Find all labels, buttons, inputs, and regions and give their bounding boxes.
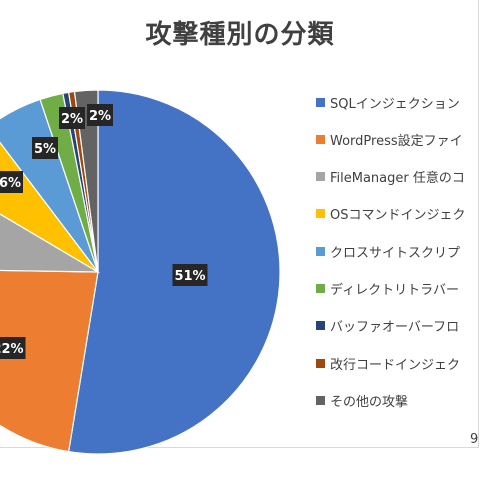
legend-swatch bbox=[316, 283, 325, 293]
svg-text:2%: 2% bbox=[89, 109, 111, 124]
data-label-5: 5% bbox=[32, 137, 58, 159]
legend-label: 改行コードインジェク bbox=[330, 357, 461, 373]
svg-text:5%: 5% bbox=[34, 142, 56, 157]
data-label-2: 22% bbox=[0, 337, 26, 359]
legend-label: WordPress設定ファイ bbox=[330, 133, 463, 149]
legend-label: バッファオーバーフロ bbox=[330, 320, 460, 336]
legend-swatch bbox=[316, 358, 325, 368]
data-label-4: 6% bbox=[0, 171, 23, 193]
legend-item-1: SQLインジェクション bbox=[316, 90, 480, 114]
legend-label: SQLインジェクション bbox=[330, 96, 460, 112]
legend-swatch bbox=[316, 97, 325, 107]
legend-swatch bbox=[316, 172, 325, 182]
legend-item-2: WordPress設定ファイ bbox=[316, 127, 480, 151]
svg-text:2%: 2% bbox=[61, 112, 83, 127]
svg-text:51%: 51% bbox=[174, 269, 205, 284]
data-label-6: 2% bbox=[59, 107, 85, 129]
legend-item-7: バッファオーバーフロ bbox=[316, 314, 480, 338]
svg-text:22%: 22% bbox=[0, 342, 24, 357]
pie-slice-4 bbox=[0, 141, 99, 273]
legend-swatch bbox=[316, 134, 325, 144]
legend-label: その他の攻撃 bbox=[330, 394, 409, 410]
data-label-9: 2% bbox=[87, 104, 113, 126]
page-number: 9 bbox=[470, 432, 479, 447]
legend-item-9: その他の攻撃 bbox=[316, 388, 480, 412]
legend-item-5: クロスサイトスクリプ bbox=[316, 239, 480, 263]
legend-label: FileManager 任意のコ bbox=[330, 171, 465, 187]
legend-label: OSコマンドインジェク bbox=[330, 208, 466, 224]
legend-label: ディレクトリトラバー bbox=[330, 282, 459, 298]
legend-item-6: ディレクトリトラバー bbox=[316, 276, 480, 300]
legend-item-8: 改行コードインジェク bbox=[316, 351, 480, 375]
data-label-1: 51% bbox=[172, 264, 208, 286]
chart-area bbox=[0, 0, 479, 448]
svg-text:6%: 6% bbox=[0, 176, 21, 191]
legend-swatch bbox=[316, 395, 325, 405]
chart-title: 攻撃種別の分類 bbox=[145, 20, 335, 50]
legend-swatch bbox=[316, 209, 325, 219]
legend-item-3: FileManager 任意のコ bbox=[316, 165, 480, 189]
legend-swatch bbox=[316, 321, 325, 331]
pie-slice-9 bbox=[73, 89, 99, 273]
legend: SQLインジェクション WordPress設定ファイ FileManager 任意の… bbox=[316, 90, 480, 426]
legend-swatch bbox=[316, 246, 325, 256]
legend-label: クロスサイトスクリプ bbox=[330, 245, 461, 261]
pie-slice-2 bbox=[0, 269, 99, 453]
legend-item-4: OSコマンドインジェク bbox=[316, 202, 480, 226]
